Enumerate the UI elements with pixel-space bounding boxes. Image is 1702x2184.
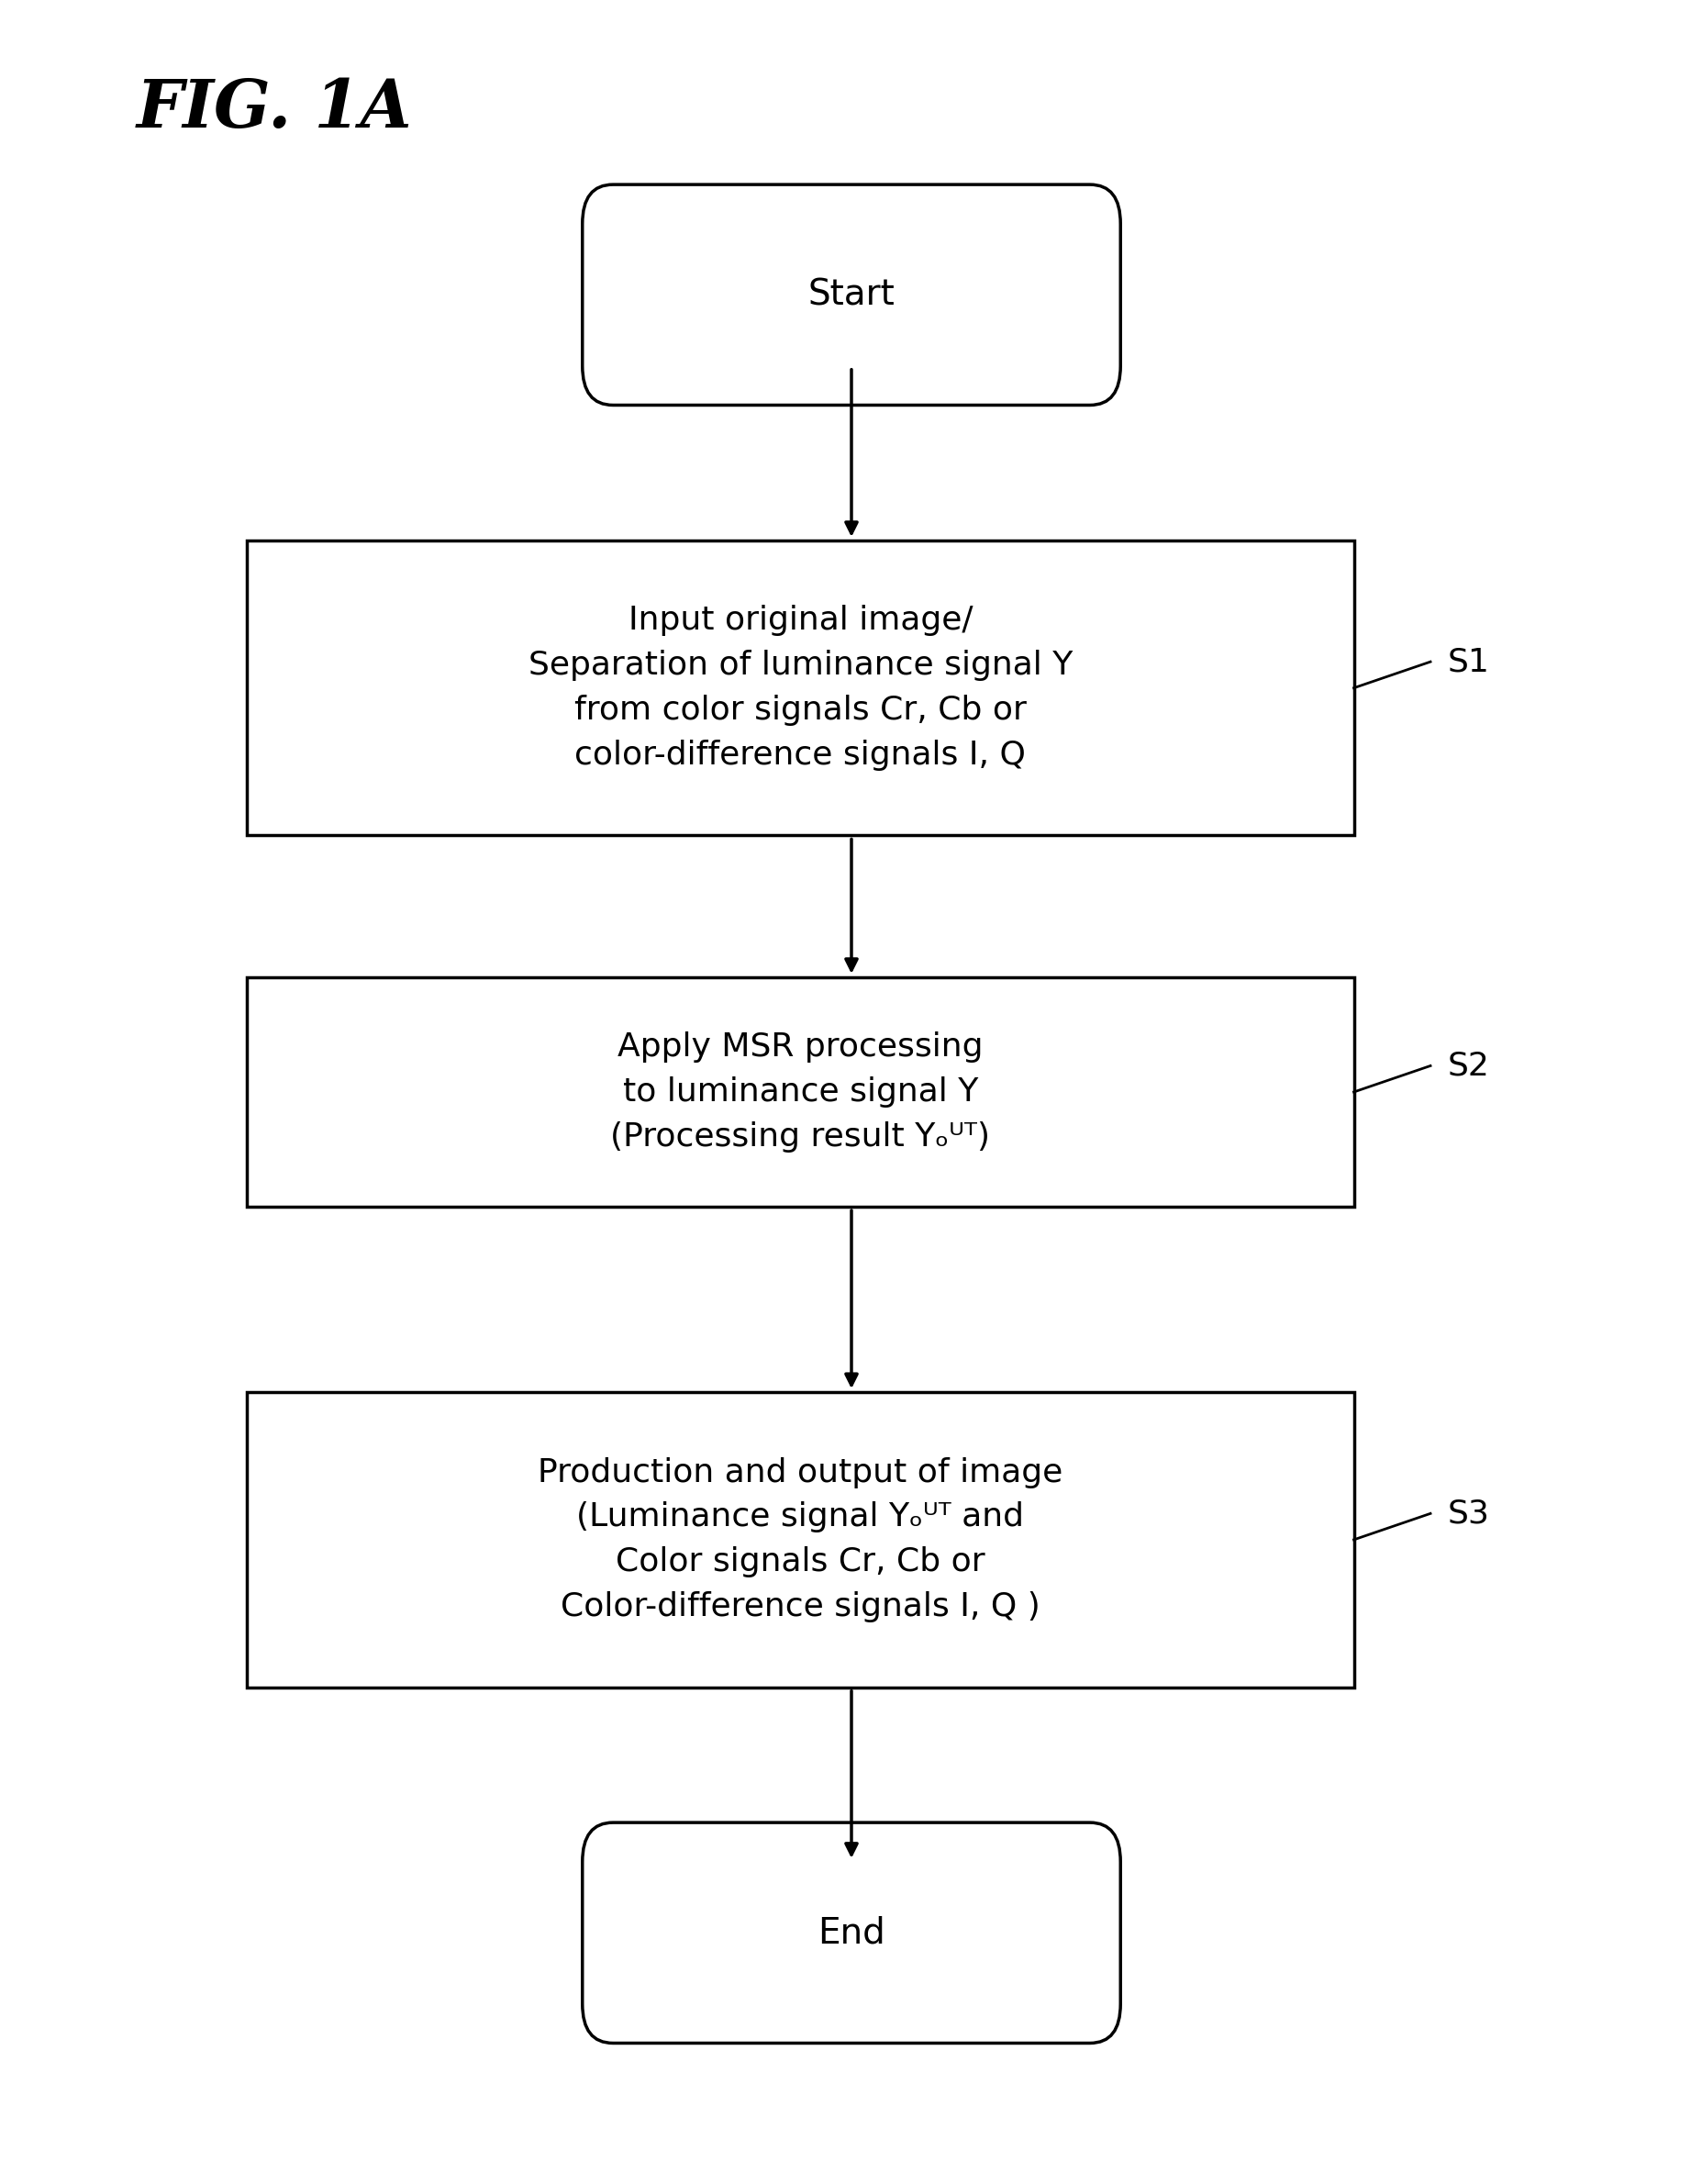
Text: Apply MSR processing
to luminance signal Y
(Processing result Yₒᵁᵀ): Apply MSR processing to luminance signal… bbox=[609, 1031, 991, 1153]
Text: Production and output of image
(Luminance signal Yₒᵁᵀ and
Color signals Cr, Cb o: Production and output of image (Luminanc… bbox=[538, 1457, 1062, 1623]
Text: Input original image/
Separation of luminance signal Y
from color signals Cr, Cb: Input original image/ Separation of lumi… bbox=[528, 605, 1072, 771]
Text: Start: Start bbox=[807, 277, 895, 312]
Bar bbox=[247, 1393, 1353, 1686]
Text: S3: S3 bbox=[1447, 1498, 1489, 1529]
Bar bbox=[247, 539, 1353, 834]
Text: End: End bbox=[817, 1915, 885, 1950]
Text: S2: S2 bbox=[1447, 1051, 1489, 1081]
Text: FIG. 1A: FIG. 1A bbox=[136, 76, 412, 142]
FancyBboxPatch shape bbox=[582, 186, 1120, 406]
Bar bbox=[247, 978, 1353, 1206]
Text: S1: S1 bbox=[1447, 646, 1489, 677]
FancyBboxPatch shape bbox=[582, 1821, 1120, 2044]
